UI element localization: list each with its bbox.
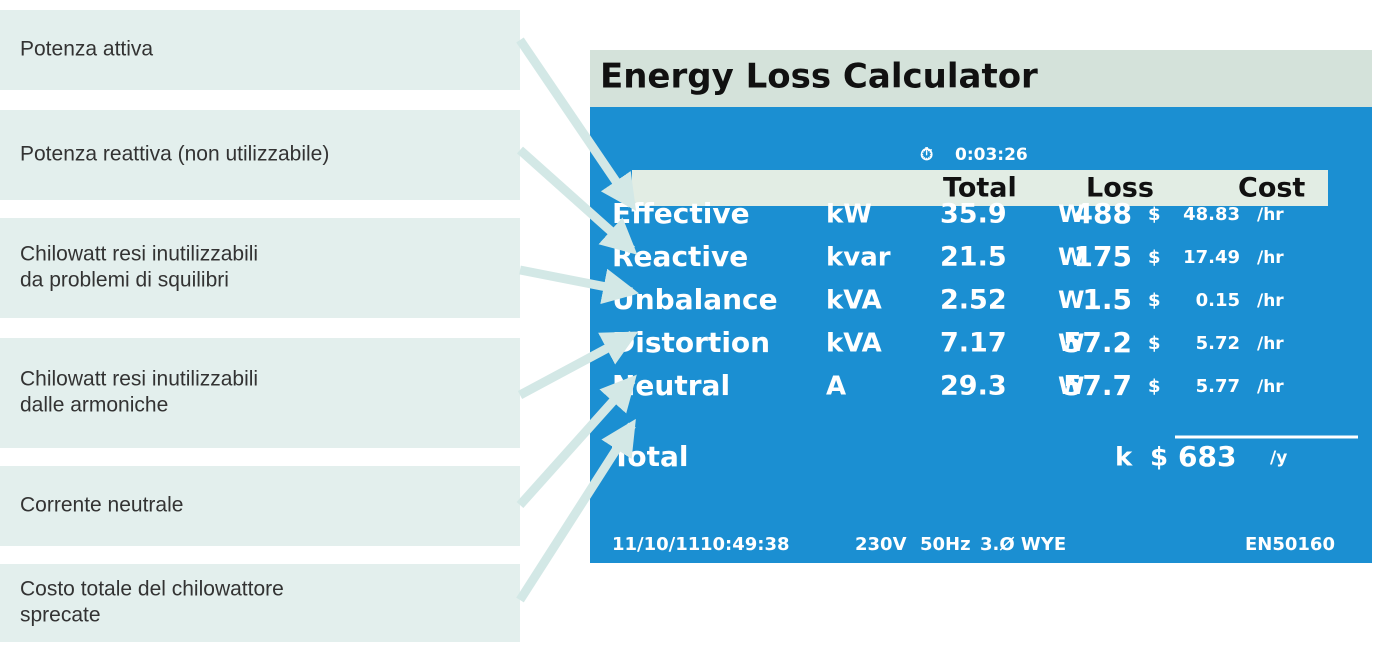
cell: kVA <box>826 286 882 316</box>
cell: $ <box>1148 247 1161 268</box>
cell: 17.49 <box>1183 247 1240 268</box>
callout-text: sprecate <box>20 604 101 627</box>
cell: 48.83 <box>1183 204 1240 225</box>
callout-text: Chilowatt resi inutilizzabili <box>20 243 258 266</box>
cell: kVA <box>826 329 882 359</box>
cell: $ <box>1148 204 1161 225</box>
cell: /hr <box>1257 291 1284 311</box>
cell: W <box>1058 286 1084 314</box>
cell: /hr <box>1257 205 1284 225</box>
callout-text: Corrente neutrale <box>20 494 183 517</box>
cell: 35.9 <box>940 199 1007 230</box>
cell: 5.77 <box>1196 376 1240 397</box>
cell: Unbalance <box>612 283 778 316</box>
callouts: Potenza attiva Potenza reattiva (non util… <box>0 10 520 642</box>
cell: 0.15 <box>1196 290 1240 311</box>
cell: $ <box>1148 290 1161 311</box>
column-header: Cost <box>1238 173 1305 204</box>
cell: A <box>826 372 846 402</box>
status-text: EN50160 <box>1245 534 1335 555</box>
status-text: 10:49:38 <box>700 534 790 555</box>
cell: $ <box>1148 333 1161 354</box>
button-bar <box>590 563 1372 630</box>
callout-text: Chilowatt resi inutilizzabili <box>20 368 258 391</box>
screen-title: Energy Loss Calculator <box>600 57 1038 97</box>
cell: 7.17 <box>940 328 1007 359</box>
cell: /hr <box>1257 334 1284 354</box>
cell: kW <box>826 200 872 230</box>
total-cell: k <box>1115 443 1133 473</box>
callout-text: Costo totale del chilowattore <box>20 578 284 601</box>
cell: /hr <box>1257 248 1284 268</box>
cell: 488 <box>1074 197 1132 230</box>
status-text: 11/10/11 <box>612 534 700 555</box>
cell: 5.72 <box>1196 333 1240 354</box>
status-text: 50Hz <box>920 534 971 555</box>
cell: Distortion <box>612 326 770 359</box>
cell: 21.5 <box>940 242 1007 273</box>
status-text: 230V <box>855 534 907 555</box>
total-cell: $ <box>1150 443 1168 473</box>
cell: 57.2 <box>1063 326 1132 359</box>
callout-text: da problemi di squilibri <box>20 269 229 292</box>
cell: 57.7 <box>1063 369 1132 402</box>
callout-text: Potenza reattiva (non utilizzabile) <box>20 143 329 166</box>
cell: 29.3 <box>940 371 1007 402</box>
diagram: Potenza attiva Potenza reattiva (non util… <box>0 0 1380 642</box>
cell: kvar <box>826 243 891 273</box>
status-text: 3.Ø WYE <box>980 534 1066 555</box>
timer-icon: ⏱ <box>920 145 933 165</box>
cell: /hr <box>1257 377 1284 397</box>
cell: $ <box>1148 376 1161 397</box>
callout-text: Potenza attiva <box>20 38 153 61</box>
cell: 2.52 <box>940 285 1007 316</box>
total-cell: /y <box>1270 448 1287 468</box>
cell: 175 <box>1074 240 1132 273</box>
page: {"callouts":["Potenza attiva","Potenza r… <box>0 0 1380 642</box>
timer: 0:03:26 <box>955 145 1028 165</box>
total-cell: 683 <box>1178 440 1236 473</box>
callout-text: dalle armoniche <box>20 394 168 417</box>
cell: 1.5 <box>1082 283 1132 316</box>
